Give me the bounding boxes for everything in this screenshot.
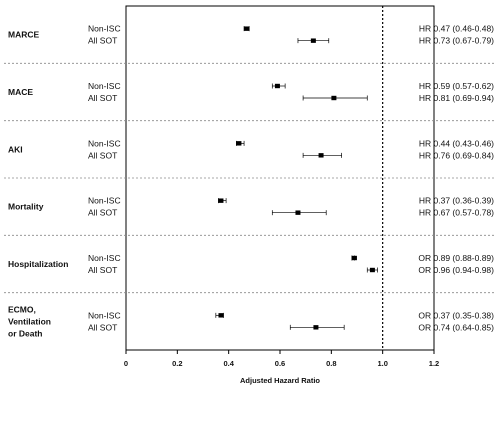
estimate-label: HR 0.59 (0.57-0.62) [419,81,494,91]
estimate-label: HR 0.81 (0.69-0.94) [419,93,494,103]
point-estimate [218,313,224,318]
point-estimate [313,325,319,330]
point-estimate [274,83,280,89]
outcome-label: or Death [8,328,42,338]
x-tick-label: 1.0 [377,359,387,368]
outcome-label: Mortality [8,202,44,212]
x-tick-label: 0.6 [275,359,285,368]
group-label: All SOT [88,36,117,46]
group-label: Non-ISC [88,138,121,148]
point-estimate [244,26,250,31]
outcome-label: MARCE [8,30,39,40]
x-tick-label: 0.2 [172,359,182,368]
x-tick-label: 0.4 [223,359,234,368]
estimate-label: HR 0.44 (0.43-0.46) [419,138,494,148]
estimate-label: HR 0.73 (0.67-0.79) [419,36,494,46]
point-estimate [318,153,324,158]
point-estimate [218,198,224,203]
point-estimate [236,141,242,146]
point-estimate [369,267,375,273]
x-axis-title: Adjusted Hazard Ratio [240,376,320,385]
group-label: All SOT [88,322,117,332]
outcome-label: ECMO, [8,304,36,314]
estimate-label: OR 0.89 (0.88-0.89) [418,253,494,263]
group-label: Non-ISC [88,24,121,34]
group-label: All SOT [88,93,117,103]
x-tick-label: 0.8 [326,359,336,368]
outcome-label: Hospitalization [8,259,68,269]
x-tick-label: 0 [124,359,128,368]
x-tick-label: 1.2 [429,359,439,368]
estimate-label: OR 0.96 (0.94-0.98) [418,265,494,275]
group-label: Non-ISC [88,253,121,263]
point-estimate [331,95,337,101]
estimate-label: HR 0.37 (0.36-0.39) [419,196,494,206]
outcome-label: MACE [8,87,33,97]
estimate-label: HR 0.47 (0.46-0.48) [419,24,494,34]
outcome-label: Ventilation [8,316,51,326]
estimate-label: OR 0.74 (0.64-0.85) [418,322,494,332]
estimate-label: HR 0.76 (0.69-0.84) [419,150,494,160]
group-label: Non-ISC [88,81,121,91]
group-label: All SOT [88,150,117,160]
group-label: All SOT [88,208,117,218]
group-label: All SOT [88,265,117,275]
estimate-label: OR 0.37 (0.35-0.38) [418,310,494,320]
point-estimate [295,210,301,215]
estimate-label: HR 0.67 (0.57-0.78) [419,208,494,218]
group-label: Non-ISC [88,310,121,320]
point-estimate [310,38,316,43]
point-estimate [351,255,357,261]
group-label: Non-ISC [88,196,121,206]
outcome-label: AKI [8,144,23,154]
